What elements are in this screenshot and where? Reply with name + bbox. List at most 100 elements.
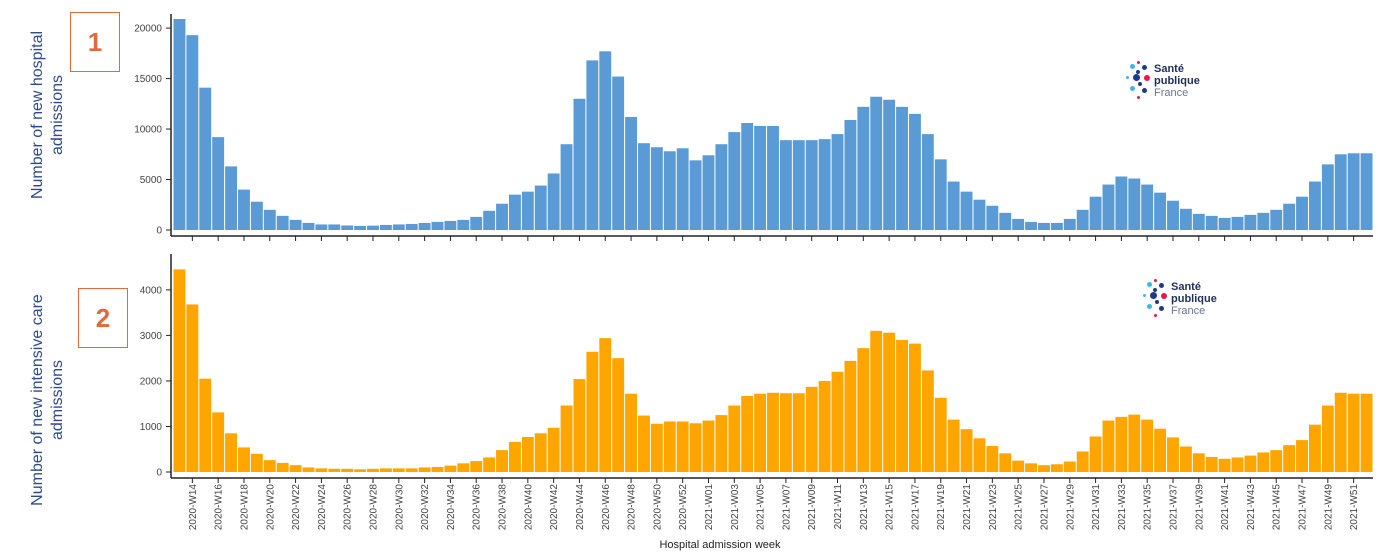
panel2-bar xyxy=(1334,392,1347,472)
panel2-bar xyxy=(960,429,973,472)
panel1-bar xyxy=(276,215,289,230)
panel2-bar xyxy=(857,348,870,472)
x-tick-label: 2021-W29 xyxy=(1065,484,1076,531)
panel2-bar xyxy=(1347,393,1360,472)
panel2-bar xyxy=(1025,463,1038,472)
panel2-bar xyxy=(689,423,702,472)
panel1-bar xyxy=(728,132,741,230)
x-tick-label: 2020-W26 xyxy=(343,484,354,531)
panel1-bar xyxy=(663,151,676,230)
panel2-bar xyxy=(496,450,508,472)
panel2-bar xyxy=(831,371,844,472)
panel2-bar xyxy=(302,467,315,472)
panel1-bar xyxy=(1089,196,1102,230)
panel2-bar xyxy=(1154,428,1167,472)
panel1-bar xyxy=(341,225,354,230)
panel2-bar xyxy=(392,468,405,472)
panel1-bar xyxy=(405,223,418,230)
panel2-bar xyxy=(470,461,483,472)
x-tick-label: 2021-W47 xyxy=(1298,484,1309,531)
x-tick-label: 2021-W09 xyxy=(807,484,818,531)
panel2-bar xyxy=(805,386,818,472)
panel2-bar xyxy=(1296,440,1308,472)
panel1-bar xyxy=(573,98,586,230)
panel2-bar xyxy=(1038,465,1050,472)
panel1-bar xyxy=(1167,200,1179,230)
panel1-bar xyxy=(805,140,818,230)
x-axis-tick-labels: 2020-W14 2020-W16 2020-W18 2020-W20 2020-W22… xyxy=(188,484,1360,531)
x-tick-label: 2021-W45 xyxy=(1272,484,1283,531)
x-tick-label: 2020-W32 xyxy=(420,484,431,531)
panel1-bar xyxy=(1244,214,1257,230)
panel2-bar xyxy=(573,379,586,472)
panel1-bar xyxy=(586,60,599,231)
panel1-bar xyxy=(315,224,328,230)
panel1-bar xyxy=(792,140,805,230)
panel2-bar xyxy=(844,360,857,472)
panel1-bar xyxy=(715,144,728,230)
panel1-bar xyxy=(1283,203,1296,230)
panel2-bar xyxy=(973,438,986,472)
panel1-bar xyxy=(1038,222,1050,230)
panel1-bar xyxy=(392,224,405,230)
x-tick-label: 2021-W11 xyxy=(833,484,844,530)
x-tick-label: 2020-W18 xyxy=(239,484,250,531)
panel1-bar xyxy=(418,222,431,230)
panel2-bar xyxy=(779,393,792,472)
panel2-bar xyxy=(1102,420,1115,472)
panel1-number: 1 xyxy=(87,26,103,57)
panel2-bar xyxy=(276,462,289,472)
panel2-bar xyxy=(650,423,663,472)
panel1-bar xyxy=(199,87,212,230)
panel1-bar xyxy=(612,76,625,230)
panel2-bars xyxy=(173,269,1373,472)
panel1-bar xyxy=(1321,164,1334,230)
panel1-bar xyxy=(354,225,367,230)
panel1-y-tick-label: 10000 xyxy=(134,125,162,136)
logo2-text-2: publique xyxy=(1171,293,1217,305)
panel1-bar xyxy=(599,51,612,231)
panel1-bar xyxy=(1257,212,1270,230)
x-tick-label: 2021-W37 xyxy=(1169,484,1180,531)
panel1-bar xyxy=(1334,154,1347,230)
x-tick-label: 2021-W27 xyxy=(1039,484,1050,531)
panel2-bar xyxy=(792,393,805,472)
panel2-bar xyxy=(1050,464,1063,472)
panel2-y-tick-label: 1000 xyxy=(140,422,163,433)
panel1-bar xyxy=(547,173,560,230)
panel1-bar xyxy=(870,96,883,231)
panel1-bar xyxy=(960,191,973,230)
panel1-bar xyxy=(302,222,315,230)
panel2-bar xyxy=(212,412,225,472)
panel1-bar xyxy=(431,221,444,230)
x-tick-label: 2020-W24 xyxy=(317,484,328,531)
panel1-bar xyxy=(1063,218,1076,230)
panel1-bar xyxy=(1308,181,1321,230)
panel2-bar xyxy=(1167,437,1179,472)
panel2-bar xyxy=(238,447,250,472)
panel2-bar xyxy=(986,446,999,472)
x-tick-label: 2021-W01 xyxy=(704,484,715,531)
panel1-bar xyxy=(986,205,999,230)
panel1-bar xyxy=(1025,221,1038,230)
panel1-bar xyxy=(444,220,457,230)
x-tick-label: 2021-W13 xyxy=(859,484,870,531)
panel1-bar xyxy=(625,116,638,230)
panel2-bar xyxy=(173,269,186,472)
panel2-bar xyxy=(870,330,883,472)
panel2-bar xyxy=(186,304,199,472)
panel1-bar xyxy=(521,191,534,230)
panel1-bar xyxy=(328,224,341,230)
panel2-bar xyxy=(586,351,599,472)
panel2-bar xyxy=(908,343,921,472)
panel2-bar xyxy=(999,453,1012,472)
panel2-bar xyxy=(1257,452,1270,472)
x-tick-label: 2020-W14 xyxy=(188,484,199,531)
x-tick-label: 2021-W05 xyxy=(756,484,767,531)
panel2-bar xyxy=(638,415,650,472)
panel2-bar xyxy=(263,460,276,472)
x-tick-label: 2021-W33 xyxy=(1117,484,1128,531)
panel1-bar xyxy=(999,212,1012,230)
panel1-bar xyxy=(1179,208,1192,230)
x-tick-label: 2020-W44 xyxy=(575,484,586,531)
